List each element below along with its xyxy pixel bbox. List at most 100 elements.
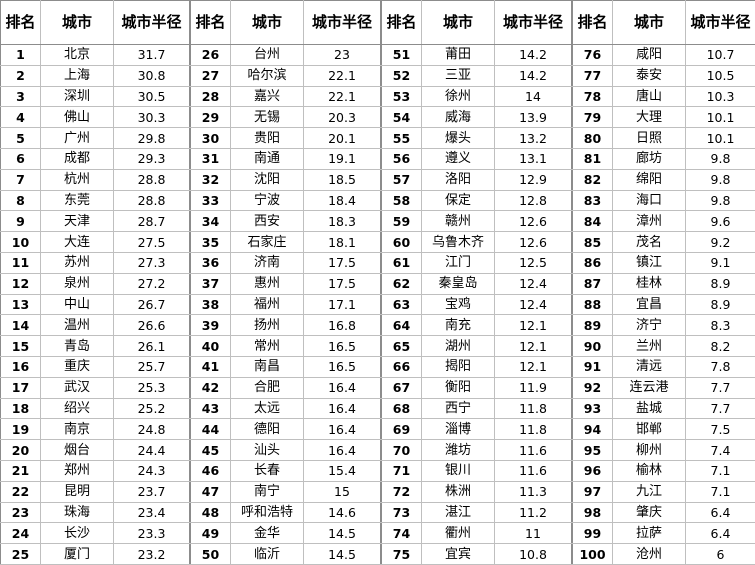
city-cell: 沧州 bbox=[613, 544, 686, 565]
rank-cell: 84 bbox=[573, 211, 613, 232]
rank-cell: 73 bbox=[382, 502, 422, 523]
rank-cell: 47 bbox=[191, 481, 231, 502]
rank-cell: 10 bbox=[1, 232, 41, 253]
city-cell: 常州 bbox=[231, 336, 304, 357]
radius-cell: 14.2 bbox=[495, 65, 572, 86]
rank-cell: 69 bbox=[382, 419, 422, 440]
rank-cell: 88 bbox=[573, 294, 613, 315]
city-cell: 武汉 bbox=[41, 377, 114, 398]
city-cell: 衢州 bbox=[422, 523, 495, 544]
radius-cell: 28.8 bbox=[114, 190, 190, 211]
city-cell: 宜昌 bbox=[613, 294, 686, 315]
city-cell: 揭阳 bbox=[422, 356, 495, 377]
city-cell: 邯郸 bbox=[613, 419, 686, 440]
radius-cell: 27.5 bbox=[114, 232, 190, 253]
rank-cell: 36 bbox=[191, 252, 231, 273]
city-cell: 南充 bbox=[422, 315, 495, 336]
rank-cell: 37 bbox=[191, 273, 231, 294]
rank-cell: 58 bbox=[382, 190, 422, 211]
city-cell: 绍兴 bbox=[41, 398, 114, 419]
rank-cell: 32 bbox=[191, 169, 231, 190]
rank-cell: 53 bbox=[382, 86, 422, 107]
rank-cell: 7 bbox=[1, 169, 41, 190]
radius-cell: 7.8 bbox=[686, 356, 755, 377]
city-cell: 盐城 bbox=[613, 398, 686, 419]
rank-cell: 56 bbox=[382, 148, 422, 169]
city-cell: 扬州 bbox=[231, 315, 304, 336]
rank-cell: 23 bbox=[1, 502, 41, 523]
radius-cell: 7.7 bbox=[686, 377, 755, 398]
city-cell: 温州 bbox=[41, 315, 114, 336]
rank-cell: 52 bbox=[382, 65, 422, 86]
header-row: 排名城市城市半径 bbox=[191, 1, 381, 45]
city-cell: 台州 bbox=[231, 45, 304, 66]
radius-cell: 28.7 bbox=[114, 211, 190, 232]
city-cell: 淄博 bbox=[422, 419, 495, 440]
radius-cell: 25.7 bbox=[114, 356, 190, 377]
header-row: 排名城市城市半径 bbox=[573, 1, 755, 45]
rank-cell: 29 bbox=[191, 107, 231, 128]
rank-cell: 71 bbox=[382, 460, 422, 481]
rank-cell: 46 bbox=[191, 460, 231, 481]
city-cell: 呼和浩特 bbox=[231, 502, 304, 523]
header-city: 城市 bbox=[613, 1, 686, 45]
radius-cell: 16.5 bbox=[304, 336, 381, 357]
city-cell: 湛江 bbox=[422, 502, 495, 523]
city-cell: 郑州 bbox=[41, 460, 114, 481]
city-cell: 衡阳 bbox=[422, 377, 495, 398]
radius-cell: 7.5 bbox=[686, 419, 755, 440]
radius-cell: 17.1 bbox=[304, 294, 381, 315]
rank-cell: 99 bbox=[573, 523, 613, 544]
city-cell: 沈阳 bbox=[231, 169, 304, 190]
city-cell: 烟台 bbox=[41, 440, 114, 461]
radius-cell: 7.7 bbox=[686, 398, 755, 419]
radius-cell: 12.4 bbox=[495, 273, 572, 294]
city-cell: 柳州 bbox=[613, 440, 686, 461]
rank-cell: 28 bbox=[191, 86, 231, 107]
rank-cell: 42 bbox=[191, 377, 231, 398]
city-cell: 南宁 bbox=[231, 481, 304, 502]
rank-cell: 48 bbox=[191, 502, 231, 523]
city-cell: 西宁 bbox=[422, 398, 495, 419]
radius-cell: 26.7 bbox=[114, 294, 190, 315]
rank-cell: 72 bbox=[382, 481, 422, 502]
rank-cell: 63 bbox=[382, 294, 422, 315]
radius-cell: 19.1 bbox=[304, 148, 381, 169]
rank-cell: 44 bbox=[191, 419, 231, 440]
radius-cell: 8.2 bbox=[686, 336, 755, 357]
radius-cell: 6 bbox=[686, 544, 755, 565]
rank-cell: 45 bbox=[191, 440, 231, 461]
city-cell: 太远 bbox=[231, 398, 304, 419]
rank-cell: 55 bbox=[382, 128, 422, 149]
radius-cell: 11.6 bbox=[495, 460, 572, 481]
city-cell: 西安 bbox=[231, 211, 304, 232]
radius-cell: 27.3 bbox=[114, 252, 190, 273]
city-cell: 济宁 bbox=[613, 315, 686, 336]
rank-cell: 50 bbox=[191, 544, 231, 565]
header-row: 排名城市城市半径 bbox=[382, 1, 572, 45]
rank-cell: 43 bbox=[191, 398, 231, 419]
rank-cell: 75 bbox=[382, 544, 422, 565]
city-cell: 南通 bbox=[231, 148, 304, 169]
radius-cell: 20.3 bbox=[304, 107, 381, 128]
